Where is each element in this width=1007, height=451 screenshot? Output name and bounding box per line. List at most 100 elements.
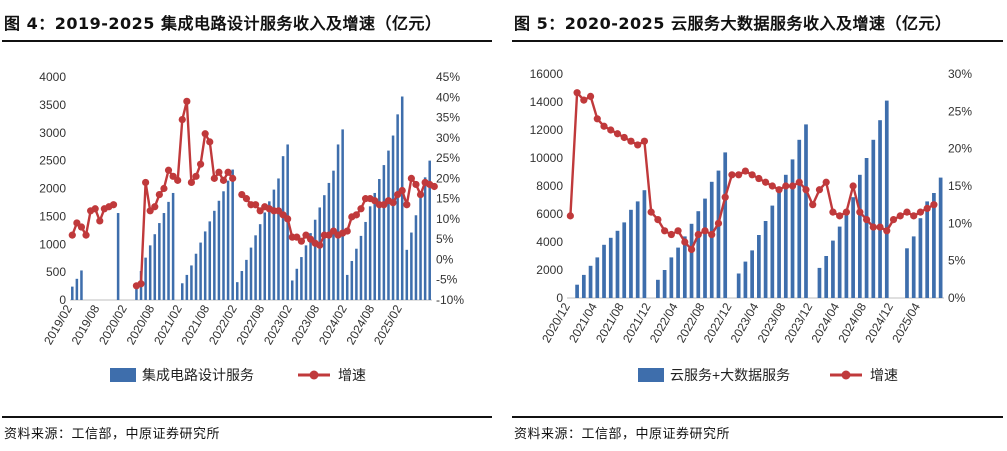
right-axis-tick-label: 15% bbox=[436, 192, 460, 206]
right-axis-tick-label: 5% bbox=[436, 232, 454, 246]
growth-point bbox=[416, 190, 425, 199]
bar bbox=[783, 174, 788, 298]
growth-point bbox=[192, 172, 200, 180]
bar bbox=[716, 170, 721, 298]
growth-point bbox=[187, 178, 196, 187]
growth-point bbox=[215, 168, 223, 176]
bar bbox=[871, 139, 876, 298]
growth-point bbox=[748, 171, 756, 179]
right-axis-tick-label: -5% bbox=[436, 273, 458, 287]
left-axis-tick-label: 2000 bbox=[536, 263, 563, 277]
bar bbox=[350, 260, 354, 300]
bar bbox=[575, 284, 579, 298]
bar bbox=[743, 261, 748, 298]
bar bbox=[595, 257, 600, 298]
bar bbox=[396, 114, 399, 300]
left-axis-tick-label: 2000 bbox=[39, 182, 66, 196]
bar bbox=[656, 279, 660, 298]
bar bbox=[428, 160, 431, 300]
bar bbox=[790, 159, 795, 298]
right-axis-tick-label: 10% bbox=[948, 216, 972, 230]
legend-line-label: 增速 bbox=[870, 367, 898, 383]
growth-point bbox=[174, 176, 182, 184]
legend-line-marker bbox=[309, 370, 319, 380]
bar bbox=[682, 236, 687, 298]
right-axis-tick-label: 0% bbox=[948, 291, 966, 305]
bar bbox=[703, 198, 707, 298]
growth-point bbox=[627, 137, 635, 145]
growth-point bbox=[862, 216, 871, 224]
growth-point bbox=[647, 208, 655, 216]
growth-point bbox=[829, 208, 837, 216]
growth-point bbox=[109, 201, 118, 209]
bar bbox=[410, 232, 413, 300]
growth-point bbox=[923, 204, 931, 212]
legend-line-marker bbox=[841, 370, 851, 380]
growth-point bbox=[755, 174, 763, 183]
growth-point bbox=[613, 130, 622, 138]
right-chart-panel: 图 5：2020-2025 云服务大数据服务收入及增速（亿元） 0 2000 400… bbox=[510, 0, 1007, 451]
growth-point bbox=[768, 182, 776, 190]
growth-point bbox=[151, 203, 159, 211]
growth-point bbox=[77, 223, 86, 231]
growth-point bbox=[580, 96, 588, 104]
bar bbox=[327, 182, 331, 300]
growth-point bbox=[728, 171, 736, 179]
bar bbox=[824, 256, 829, 298]
growth-point bbox=[219, 176, 228, 184]
bar bbox=[588, 265, 593, 298]
growth-point bbox=[674, 227, 682, 235]
bar bbox=[750, 250, 754, 298]
right-axis-tick-label: 20% bbox=[436, 171, 460, 185]
bar bbox=[844, 212, 849, 298]
growth-point bbox=[654, 216, 662, 224]
growth-point bbox=[357, 205, 365, 213]
bar bbox=[864, 158, 869, 298]
bar bbox=[918, 218, 923, 298]
growth-point bbox=[694, 230, 702, 239]
left-axis-tick-label: 10000 bbox=[530, 151, 564, 165]
bar bbox=[615, 230, 620, 298]
growth-point bbox=[229, 174, 237, 182]
right-axis-tick-label: 30% bbox=[436, 131, 460, 145]
bar bbox=[581, 274, 586, 298]
growth-point bbox=[708, 230, 716, 239]
bar bbox=[676, 247, 680, 298]
bar bbox=[391, 135, 395, 300]
bar bbox=[355, 248, 358, 300]
bar bbox=[80, 270, 83, 300]
bar bbox=[304, 245, 308, 300]
right-axis-tick-label: 0% bbox=[436, 252, 454, 266]
bar bbox=[185, 274, 189, 300]
bar bbox=[938, 177, 943, 298]
bar bbox=[226, 180, 230, 300]
ic-design-chart: 0 500 1000 1500 2000 2500 3000 3500 4000 -10% -5% 0… bbox=[39, 70, 464, 383]
right-axis-tick-label: 25% bbox=[436, 151, 460, 165]
growth-point bbox=[910, 212, 918, 220]
growth-point bbox=[869, 223, 877, 231]
bar bbox=[932, 193, 936, 298]
growth-point bbox=[155, 190, 163, 199]
growth-point bbox=[407, 174, 415, 182]
growth-point bbox=[183, 97, 191, 105]
bar bbox=[911, 236, 916, 298]
bar bbox=[831, 240, 835, 298]
bar bbox=[153, 234, 157, 300]
bar bbox=[837, 226, 842, 298]
growth-point bbox=[593, 115, 601, 123]
bar bbox=[925, 201, 930, 298]
bar bbox=[763, 221, 768, 298]
bar bbox=[387, 150, 390, 300]
right-axis-tick-label: -10% bbox=[436, 293, 464, 307]
bar bbox=[116, 213, 120, 300]
bar bbox=[332, 170, 335, 300]
bar bbox=[171, 192, 175, 300]
growth-point bbox=[164, 166, 173, 174]
growth-point bbox=[620, 133, 628, 142]
growth-point bbox=[196, 160, 205, 168]
bar bbox=[405, 249, 409, 300]
bar bbox=[240, 271, 244, 300]
left-axis-tick-label: 3500 bbox=[39, 98, 66, 112]
growth-point bbox=[661, 227, 669, 235]
bar bbox=[709, 181, 714, 298]
